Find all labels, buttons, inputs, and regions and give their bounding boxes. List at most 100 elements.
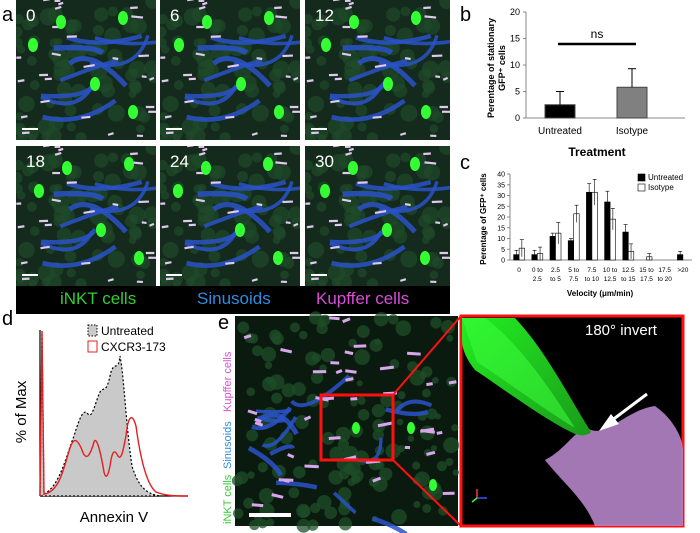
kupffer-cell — [107, 278, 114, 282]
inkt-cell-shade — [462, 318, 575, 428]
panel-label-b: b — [460, 4, 472, 26]
tissue-speckle — [160, 171, 167, 185]
kupffer-cell — [40, 245, 50, 250]
legend-swatch-untreated — [87, 324, 98, 337]
tissue-speckle — [244, 83, 260, 98]
y-axis-label: % of Max — [13, 380, 30, 443]
timelapse-frame: 30 — [305, 146, 450, 286]
tissue-speckle — [407, 435, 415, 442]
sinusoid-branch — [41, 244, 117, 268]
timepoint-label: 12 — [315, 6, 334, 25]
kupffer-cell — [310, 261, 317, 265]
tissue-speckle — [261, 346, 277, 362]
kupffer-cell — [424, 15, 437, 19]
inkt-cell — [352, 422, 360, 434]
tissue-speckle — [170, 201, 181, 212]
tissue-speckle — [374, 312, 389, 327]
kupffer-cell — [112, 57, 119, 61]
tissue-speckle — [59, 204, 71, 216]
liver-texture — [231, 311, 460, 533]
tissue-speckle — [160, 191, 170, 200]
invert-label: 180° invert — [585, 322, 658, 339]
tissue-speckle — [357, 268, 367, 278]
tissue-speckle — [395, 320, 412, 337]
kupffer-cell — [161, 79, 169, 83]
scale-bar — [22, 128, 38, 130]
sinusoid-branch — [203, 204, 263, 229]
tissue-speckle — [47, 152, 63, 169]
tissue-speckle — [305, 258, 314, 267]
inkt-cell — [264, 11, 274, 25]
scale-bar — [249, 513, 291, 517]
inkt-cell — [349, 15, 359, 29]
tissue-speckle — [292, 382, 306, 396]
sinusoid-branch — [329, 81, 387, 99]
tissue-speckle — [272, 90, 281, 99]
timepoint-label: 6 — [170, 6, 180, 25]
tissue-speckle — [251, 250, 269, 268]
tissue-speckle — [210, 268, 220, 278]
sinusoid-branch — [185, 98, 261, 122]
kupffer-cell — [130, 6, 138, 10]
scale-bar — [166, 128, 182, 130]
tissue-speckle — [16, 25, 23, 39]
tissue-speckle — [400, 6, 411, 17]
kupffer-cell — [330, 99, 340, 104]
x-tick-label: 5 to — [568, 267, 579, 274]
inkt-cell — [263, 157, 273, 171]
tissue-speckle — [445, 457, 454, 467]
x-tick-label: to 15 — [621, 276, 636, 283]
tissue-speckle — [170, 14, 183, 28]
tissue-speckle — [422, 504, 432, 513]
kupffer-cell — [372, 115, 382, 119]
kupffer-cell — [283, 478, 290, 483]
tissue-speckle — [386, 153, 401, 168]
panel-label-c: c — [460, 152, 470, 174]
tissue-speckle — [16, 171, 23, 185]
zoom-line-top — [392, 315, 462, 396]
x-tick-label: >20 — [677, 267, 688, 274]
tissue-speckle — [355, 250, 368, 263]
zoom-box — [319, 393, 395, 462]
tissue-speckle — [274, 214, 283, 223]
axis-triad-z — [471, 497, 478, 503]
kupffer-cell — [198, 5, 206, 10]
kupffer-cell — [130, 152, 138, 156]
sinusoid-branch — [394, 399, 433, 413]
inkt-cell — [28, 38, 38, 52]
kupffer-cell — [330, 245, 340, 250]
tissue-speckle — [307, 519, 319, 531]
tissue-speckle — [94, 7, 109, 22]
inkt-cell — [320, 184, 330, 198]
bar — [616, 86, 648, 119]
tissue-speckle — [289, 146, 300, 155]
tissue-speckle — [384, 24, 396, 37]
y-tick-label: 0 — [515, 113, 520, 123]
tissue-speckle — [219, 132, 231, 140]
inkt-cell — [429, 479, 437, 491]
y-tick-label: 0 — [501, 258, 505, 265]
tissue-speckle — [366, 132, 379, 140]
inkt-cell — [411, 11, 421, 25]
kupffer-cell — [404, 57, 411, 61]
tissue-speckle — [92, 24, 105, 37]
kupffer-cell — [342, 317, 351, 324]
inkt-cell — [274, 105, 284, 119]
tissue-speckle — [66, 268, 76, 278]
inkt-cell — [382, 223, 392, 237]
tissue-speckle — [160, 112, 168, 121]
kupffer-cell — [54, 5, 62, 10]
tissue-speckle — [429, 124, 439, 134]
kupffer-cell — [348, 147, 354, 152]
sinusoid-branch — [59, 58, 119, 83]
x-axis-label: Treatment — [568, 145, 625, 159]
kupffer-cell — [83, 210, 95, 215]
timelapse-frame: 12 — [305, 0, 450, 140]
kupffer-cell — [251, 278, 258, 282]
kupffer-cell — [251, 132, 258, 136]
tissue-speckle — [305, 25, 312, 39]
legend-kupffer-label: Kupffer cells — [316, 289, 410, 308]
bar — [549, 236, 556, 261]
panel-label-e: e — [218, 312, 230, 334]
tissue-speckle — [351, 469, 364, 482]
